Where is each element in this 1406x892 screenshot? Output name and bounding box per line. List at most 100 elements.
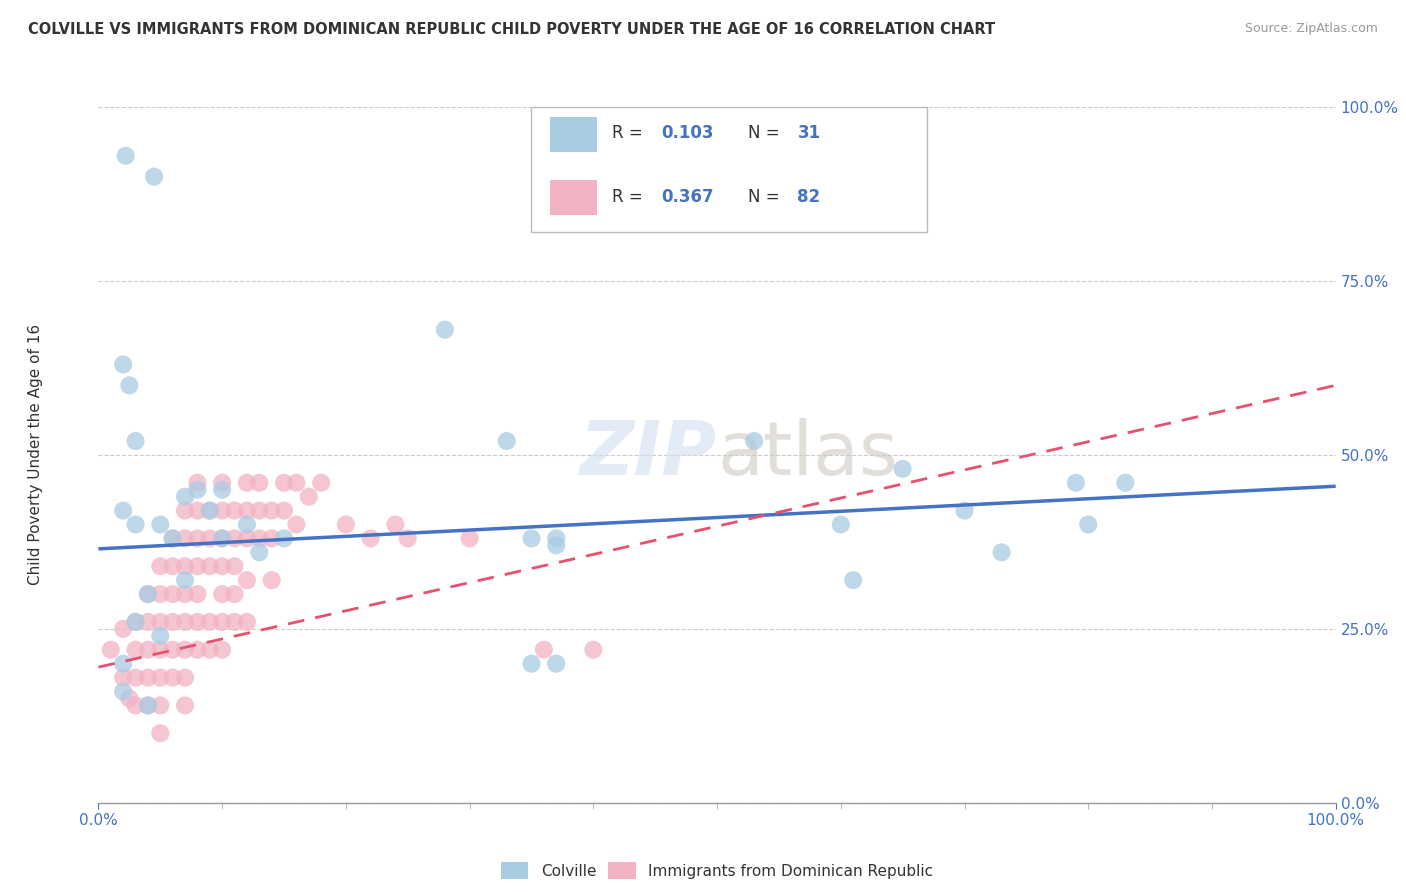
Point [211, 483, 233, 497]
Point [136, 587, 159, 601]
Point [162, 532, 184, 546]
Point [298, 490, 321, 504]
Point [149, 615, 172, 629]
Point [174, 490, 197, 504]
Point [112, 622, 135, 636]
Point [236, 517, 259, 532]
Point [186, 503, 208, 517]
Point [136, 671, 159, 685]
Point [124, 615, 146, 629]
FancyBboxPatch shape [531, 107, 928, 232]
Point [174, 559, 197, 574]
Point [112, 671, 135, 685]
Point [162, 671, 184, 685]
Point [891, 462, 914, 476]
Point [224, 587, 246, 601]
Point [236, 615, 259, 629]
Point [174, 587, 197, 601]
Text: 0.367: 0.367 [661, 188, 714, 206]
Point [149, 671, 172, 685]
Text: COLVILLE VS IMMIGRANTS FROM DOMINICAN REPUBLIC CHILD POVERTY UNDER THE AGE OF 16: COLVILLE VS IMMIGRANTS FROM DOMINICAN RE… [28, 22, 995, 37]
Point [198, 503, 221, 517]
Point [582, 642, 605, 657]
Point [124, 698, 146, 713]
Point [273, 475, 295, 490]
Point [112, 684, 135, 698]
Point [224, 532, 246, 546]
Point [211, 615, 233, 629]
Point [211, 532, 233, 546]
Point [247, 545, 270, 559]
Point [186, 642, 208, 657]
Point [136, 698, 159, 713]
Point [198, 615, 221, 629]
Point [842, 573, 865, 587]
Point [533, 642, 555, 657]
Point [162, 615, 184, 629]
Point [100, 642, 122, 657]
Point [174, 698, 197, 713]
Point [830, 517, 852, 532]
Point [186, 587, 208, 601]
Point [309, 475, 332, 490]
Point [211, 559, 233, 574]
Point [236, 503, 259, 517]
Point [260, 532, 283, 546]
Point [384, 517, 406, 532]
Point [273, 503, 295, 517]
Point [162, 642, 184, 657]
Point [211, 503, 233, 517]
Point [260, 503, 283, 517]
Point [1064, 475, 1087, 490]
Point [186, 475, 208, 490]
Point [247, 503, 270, 517]
Point [396, 532, 419, 546]
Text: 31: 31 [797, 125, 821, 143]
Text: N =: N = [748, 125, 785, 143]
Point [124, 671, 146, 685]
Point [520, 657, 543, 671]
Point [112, 657, 135, 671]
Point [224, 503, 246, 517]
Point [186, 483, 208, 497]
Point [224, 559, 246, 574]
Point [260, 573, 283, 587]
Point [546, 657, 568, 671]
Point [224, 615, 246, 629]
Point [186, 532, 208, 546]
Point [198, 503, 221, 517]
Point [149, 587, 172, 601]
Point [273, 532, 295, 546]
Point [118, 378, 141, 392]
Point [112, 503, 135, 517]
Point [112, 358, 135, 372]
Point [495, 434, 517, 448]
Point [174, 615, 197, 629]
Point [211, 642, 233, 657]
Point [174, 642, 197, 657]
Point [211, 587, 233, 601]
Text: N =: N = [748, 188, 785, 206]
Point [162, 532, 184, 546]
Point [136, 698, 159, 713]
Point [1077, 517, 1099, 532]
Text: 82: 82 [797, 188, 821, 206]
Point [953, 503, 976, 517]
Point [118, 691, 141, 706]
Point [458, 532, 481, 546]
Point [211, 532, 233, 546]
Point [198, 532, 221, 546]
Point [247, 475, 270, 490]
Text: atlas: atlas [717, 418, 898, 491]
Point [211, 475, 233, 490]
Point [124, 615, 146, 629]
Point [186, 559, 208, 574]
Text: Source: ZipAtlas.com: Source: ZipAtlas.com [1244, 22, 1378, 36]
Point [114, 149, 136, 163]
Point [124, 434, 146, 448]
Point [335, 517, 357, 532]
Point [136, 587, 159, 601]
Text: R =: R = [612, 125, 648, 143]
Point [236, 573, 259, 587]
Point [990, 545, 1012, 559]
